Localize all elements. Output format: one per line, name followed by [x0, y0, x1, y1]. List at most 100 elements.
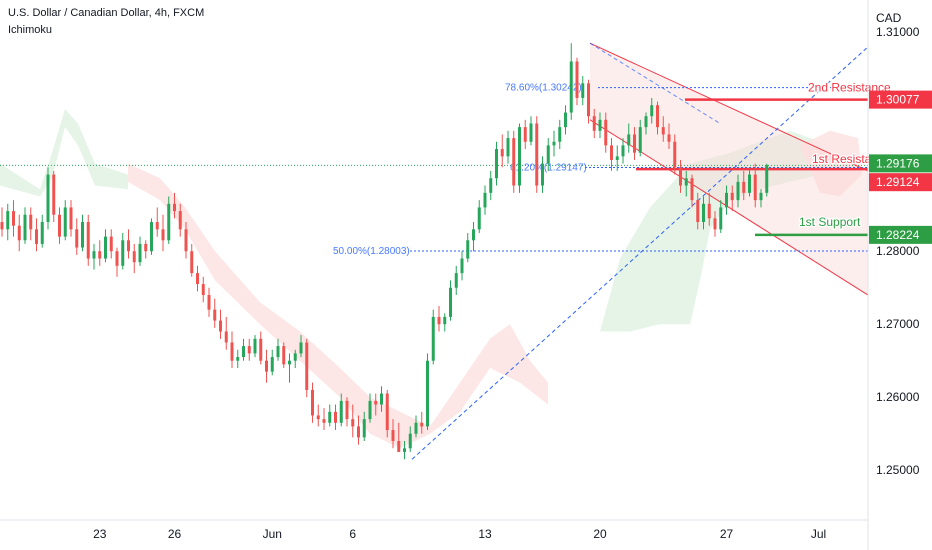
- candle-body: [408, 433, 412, 449]
- candle-body: [219, 320, 222, 332]
- candle: [230, 331, 234, 369]
- candle: [242, 338, 245, 361]
- candle-body: [167, 203, 171, 241]
- candle: [270, 349, 274, 376]
- candle: [196, 265, 199, 292]
- candle: [656, 101, 659, 135]
- candle: [592, 108, 596, 139]
- candle: [759, 189, 763, 208]
- candle-body: [707, 203, 711, 219]
- candle-body: [374, 400, 378, 405]
- candle-body: [713, 218, 717, 230]
- candle: [132, 243, 136, 274]
- candle-body: [362, 419, 366, 438]
- candle-body: [638, 127, 642, 153]
- candle: [236, 349, 240, 369]
- candle: [431, 309, 435, 365]
- price-badge-bg: [869, 173, 932, 192]
- candle-body: [759, 192, 763, 201]
- candle: [638, 119, 642, 157]
- candle-body: [81, 222, 84, 248]
- candle-body: [109, 236, 113, 252]
- candle: [81, 214, 84, 252]
- candle: [334, 404, 337, 431]
- candle-body: [6, 211, 10, 230]
- candle-body: [449, 287, 452, 317]
- candle-body: [184, 229, 188, 252]
- candle-body: [63, 207, 67, 237]
- candle-body: [213, 309, 217, 321]
- time-axis[interactable]: 23 26 Jun 6 13 20 27 Jul: [0, 519, 868, 541]
- candle-body: [500, 149, 504, 157]
- price-badge-resistance: 1.29124: [869, 173, 932, 192]
- candle-body: [23, 214, 27, 241]
- candle: [569, 43, 573, 120]
- candle: [460, 251, 464, 281]
- price-badge-bg: [869, 90, 932, 109]
- candle-body: [587, 83, 590, 117]
- candle-body: [75, 229, 79, 248]
- indicator-label[interactable]: Ichimoku: [8, 24, 53, 36]
- candle: [265, 349, 268, 383]
- candle: [213, 298, 217, 328]
- candle: [12, 200, 15, 237]
- candle-body: [719, 207, 723, 230]
- candle: [362, 411, 366, 442]
- candle: [86, 214, 90, 266]
- candle-body: [512, 138, 516, 186]
- candle-body: [627, 134, 631, 146]
- candle-body: [104, 236, 107, 259]
- candle: [529, 116, 533, 146]
- candle-body: [443, 316, 447, 325]
- candle-body: [69, 207, 73, 230]
- candle-body: [385, 393, 389, 431]
- candle: [742, 170, 746, 201]
- candle-body: [753, 174, 757, 201]
- candle: [621, 138, 625, 164]
- candle: [564, 105, 567, 135]
- candle-body: [610, 145, 613, 160]
- trendline: [411, 42, 869, 460]
- candle: [466, 232, 470, 263]
- candle-body: [541, 163, 544, 186]
- candle-body: [132, 251, 136, 263]
- candle-body: [293, 353, 297, 361]
- candle: [161, 214, 165, 252]
- candle: [661, 116, 665, 142]
- price-axis[interactable]: CAD 1.310001.290001.280001.270001.260001…: [867, 0, 932, 550]
- candle: [207, 287, 211, 317]
- candle: [500, 134, 504, 168]
- candle: [299, 335, 303, 358]
- candle: [449, 280, 452, 321]
- candle: [316, 404, 320, 427]
- candle-body: [679, 167, 682, 186]
- candle-body: [673, 141, 677, 168]
- candle: [178, 203, 182, 237]
- kumo-bullish: [600, 130, 820, 332]
- candle-body: [495, 149, 498, 179]
- price-badge-support: 1.28224: [869, 225, 932, 244]
- candle: [753, 163, 757, 208]
- candle-body: [621, 145, 625, 157]
- candle-body: [736, 181, 740, 201]
- candle: [506, 130, 510, 164]
- candle-body: [460, 258, 464, 274]
- y-tick-label: 1.25000: [876, 463, 920, 477]
- candle-body: [368, 400, 372, 420]
- candle: [558, 119, 562, 150]
- candle: [397, 422, 401, 452]
- candle: [477, 200, 481, 233]
- candle-body: [0, 222, 4, 230]
- candle: [224, 316, 228, 350]
- candle: [339, 393, 343, 427]
- candle: [523, 119, 527, 150]
- candle: [633, 127, 636, 160]
- candle-body: [207, 295, 211, 310]
- candle: [219, 309, 222, 339]
- candle: [138, 236, 142, 266]
- candle: [673, 134, 677, 175]
- candle-body: [339, 400, 343, 423]
- candle: [322, 408, 326, 431]
- candle-body: [477, 207, 481, 230]
